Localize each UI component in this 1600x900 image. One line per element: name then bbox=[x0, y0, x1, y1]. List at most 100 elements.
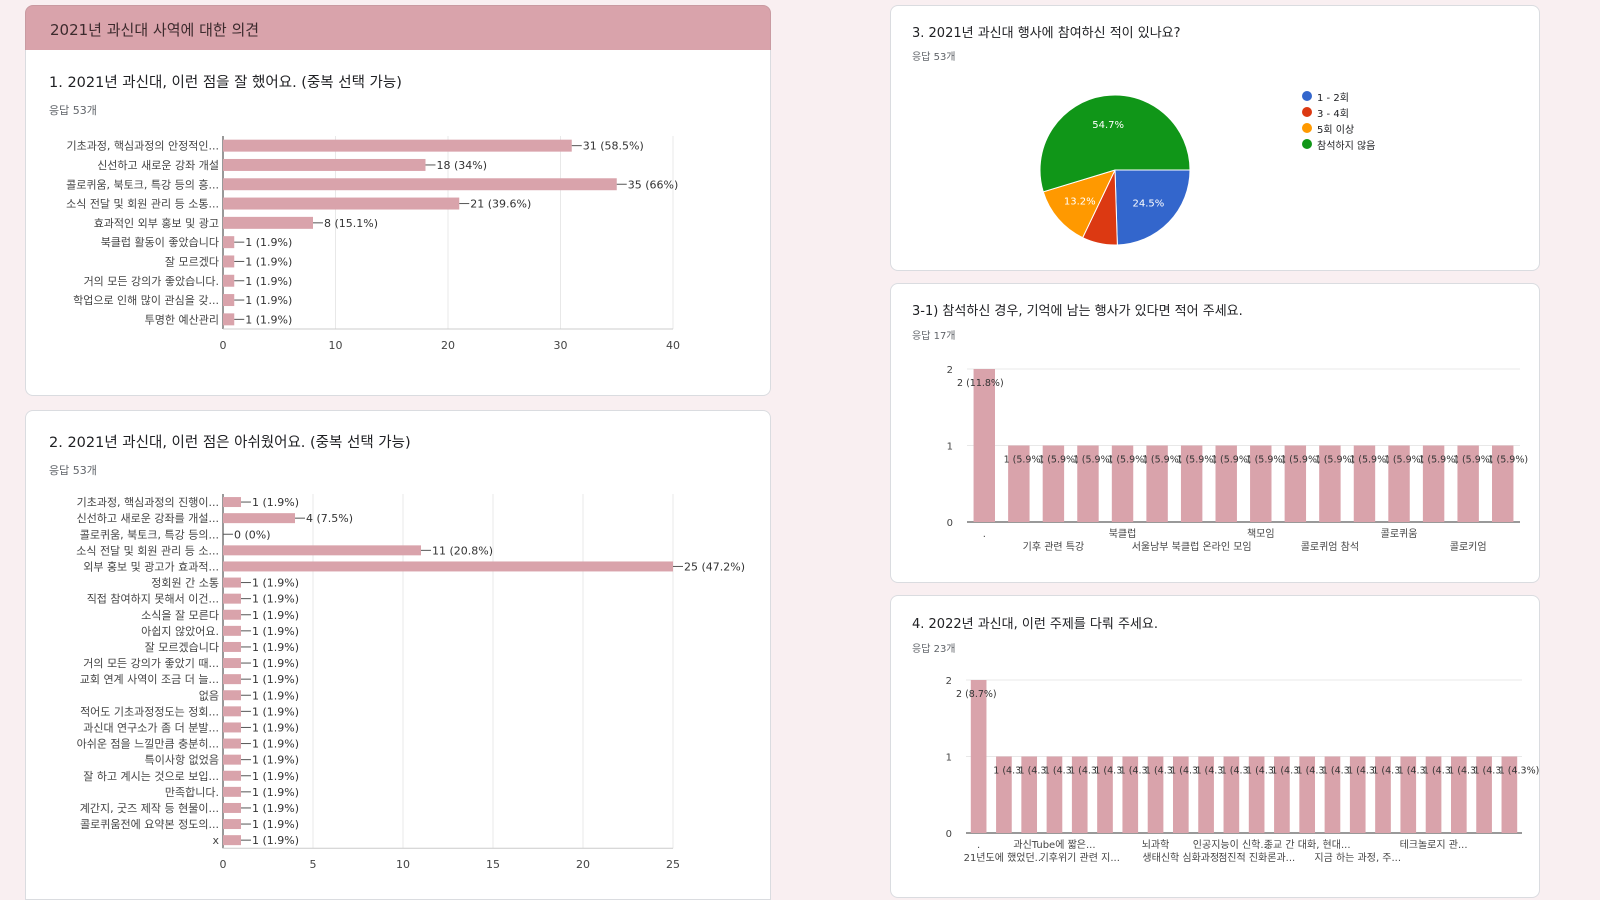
data-label: 1 (1.9%) bbox=[252, 577, 299, 590]
x-category-label: 서울남부 북클럽 온라인 모임 bbox=[1132, 540, 1252, 553]
bar bbox=[1071, 756, 1088, 833]
bar bbox=[223, 545, 421, 556]
category-label: 직접 참여하지 못해서 이건... bbox=[87, 592, 219, 606]
bar bbox=[1450, 756, 1467, 833]
bar bbox=[223, 513, 295, 524]
data-label: 1 (4.3%) bbox=[1347, 766, 1388, 777]
bar bbox=[1375, 756, 1391, 833]
legend-label-1: 1 - 2회 bbox=[1317, 92, 1349, 104]
data-label: 1 (5.9%) bbox=[1073, 455, 1114, 466]
bar bbox=[1324, 756, 1341, 833]
data-label: 21 (39.6%) bbox=[470, 198, 531, 211]
y-tick-label: 0 bbox=[947, 518, 953, 529]
question-card-3-1 bbox=[890, 283, 1540, 583]
category-label: 거의 모든 강의가 좋았습니다. bbox=[84, 275, 219, 288]
bar bbox=[1274, 756, 1290, 833]
x-tick-label: 5 bbox=[310, 858, 317, 871]
data-label: 1 (1.9%) bbox=[252, 705, 299, 718]
category-label: 아쉬운 점을 느낄만큼 충분히... bbox=[77, 737, 219, 751]
bar bbox=[1147, 756, 1164, 833]
x-category-label: 21년도에 했었던... bbox=[964, 851, 1045, 864]
y-tick-label: 2 bbox=[946, 676, 952, 687]
x-category-label: . bbox=[977, 840, 980, 851]
x-tick-label: 0 bbox=[220, 339, 227, 352]
bar bbox=[970, 680, 987, 833]
x-category-label: 과신Tube에 짧은... bbox=[1013, 839, 1095, 851]
data-label: 1 (1.9%) bbox=[252, 721, 299, 734]
chart-q3: 24.5% 13.2% 54.7% bbox=[1039, 94, 1191, 246]
legend-label-2: 3 - 4회 bbox=[1317, 108, 1349, 120]
data-label: 1 (4.3%) bbox=[1271, 766, 1312, 777]
x-tick-label: 10 bbox=[396, 858, 410, 871]
response-count-3: 응답 53개 bbox=[912, 52, 956, 63]
question-title-2: 2. 2021년 과신대, 이런 점은 아쉬웠어요. (중복 선택 가능) bbox=[49, 435, 411, 451]
x-tick-label: 10 bbox=[329, 339, 343, 352]
bar bbox=[1250, 445, 1272, 522]
category-label: 외부 홍보 및 광고가 효과적... bbox=[83, 559, 219, 573]
category-label: 신선하고 새로운 강좌 개설 bbox=[97, 158, 219, 172]
x-tick-label: 20 bbox=[441, 339, 455, 352]
bar bbox=[223, 674, 241, 685]
legend-dot-red bbox=[1302, 107, 1312, 117]
bar bbox=[1042, 445, 1065, 522]
data-label: 8 (15.1%) bbox=[324, 217, 378, 230]
y-tick-label: 1 bbox=[947, 442, 953, 453]
data-label: 1 (4.3%) bbox=[1322, 766, 1363, 777]
x-category-label: 인공지능이 신학... bbox=[1193, 839, 1270, 851]
data-label: 1 (4.3%) bbox=[1170, 766, 1211, 777]
bar bbox=[1021, 756, 1038, 833]
x-tick-label: 20 bbox=[576, 858, 590, 871]
bar bbox=[223, 255, 235, 268]
bar bbox=[223, 754, 241, 765]
category-label: 소식을 잘 모른다 bbox=[141, 609, 219, 622]
data-label: 1 (4.3%) bbox=[1473, 766, 1514, 777]
question-card-3 bbox=[890, 5, 1540, 271]
bar bbox=[223, 158, 426, 171]
data-label: 1 (1.9%) bbox=[252, 496, 299, 509]
data-label: 1 (1.9%) bbox=[245, 275, 292, 288]
bar bbox=[1122, 756, 1139, 833]
data-label: 1 (1.9%) bbox=[252, 786, 299, 799]
data-label: 1 (1.9%) bbox=[245, 236, 292, 249]
category-label: 기초과정, 핵심과정의 진행이... bbox=[77, 496, 219, 509]
legend-dot-green bbox=[1302, 139, 1312, 149]
legend-dot-orange bbox=[1302, 123, 1312, 133]
data-label: 1 (4.3%) bbox=[1094, 766, 1135, 777]
bar bbox=[223, 819, 241, 830]
bar bbox=[223, 609, 241, 620]
data-label: 1 (1.9%) bbox=[252, 818, 299, 831]
x-category-label: 테크놀로지 관... bbox=[1400, 839, 1468, 851]
chart-q1: 0 10 20 30 40 기초과정, 핵심과정의 안정적인... 31 (58.5%) 신선… bbox=[66, 136, 680, 352]
x-category-label: 책모임 bbox=[1247, 527, 1275, 540]
question-card-2 bbox=[25, 410, 771, 900]
bar bbox=[1319, 445, 1341, 522]
data-label: 1 (1.9%) bbox=[245, 313, 292, 326]
bar bbox=[223, 313, 235, 326]
bar bbox=[1215, 445, 1237, 522]
data-label: 1 (1.9%) bbox=[252, 689, 299, 702]
category-label: 계간지, 굿즈 제작 등 현물이... bbox=[80, 802, 219, 815]
response-count-2: 응답 53개 bbox=[49, 464, 97, 477]
category-label: 투명한 예산관리 bbox=[145, 313, 219, 326]
bar bbox=[1284, 445, 1307, 522]
bar bbox=[1008, 445, 1030, 522]
data-label: 1 (4.3%) bbox=[1044, 766, 1085, 777]
bar bbox=[223, 690, 241, 701]
bar bbox=[1097, 756, 1113, 833]
legend-item-3: 5회 이상 bbox=[1302, 120, 1375, 136]
data-label: 1 (4.3%) bbox=[1499, 766, 1540, 777]
bar bbox=[973, 369, 995, 522]
data-label: 1 (1.9%) bbox=[252, 738, 299, 751]
pie-slice bbox=[1114, 169, 1191, 246]
data-label: 1 (1.9%) bbox=[252, 625, 299, 638]
bar bbox=[223, 770, 241, 781]
bar bbox=[223, 658, 241, 669]
data-label: 1 (4.3%) bbox=[1297, 766, 1338, 777]
bar bbox=[1198, 756, 1214, 833]
bar bbox=[996, 756, 1012, 833]
data-label: 1 (1.9%) bbox=[252, 593, 299, 606]
data-label: 35 (66%) bbox=[628, 178, 679, 191]
data-label: 1 (1.9%) bbox=[252, 609, 299, 622]
bar bbox=[223, 722, 241, 733]
bar bbox=[1180, 445, 1203, 522]
